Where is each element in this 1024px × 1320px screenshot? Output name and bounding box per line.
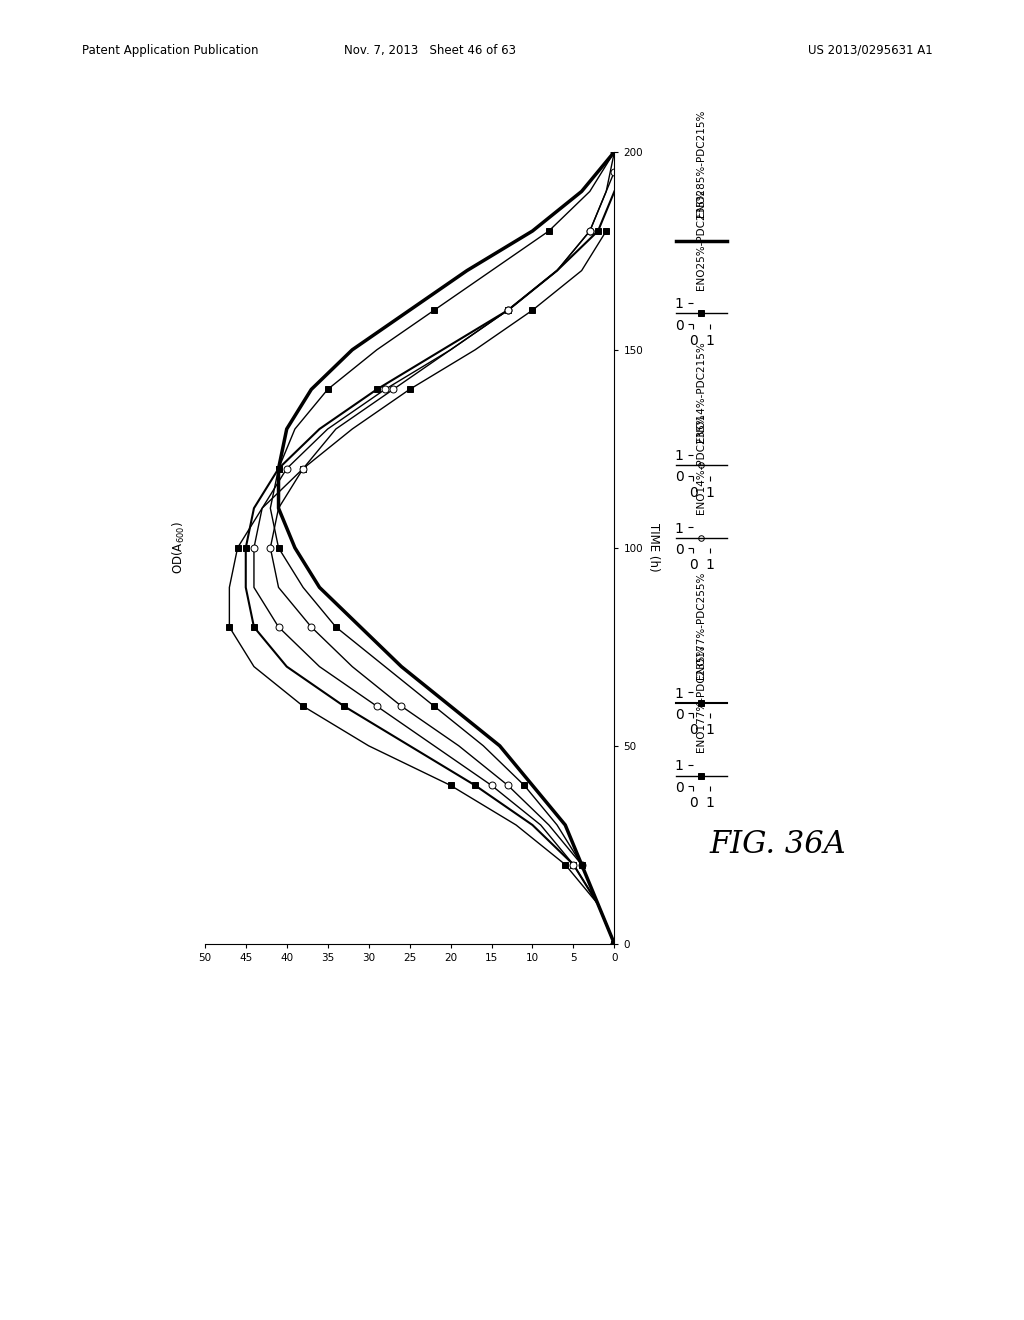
- Text: OD(A$_{600}$): OD(A$_{600}$): [171, 521, 187, 574]
- Text: US 2013/0295631 A1: US 2013/0295631 A1: [808, 44, 933, 57]
- Text: ENO14%-PDC235%: ENO14%-PDC235%: [696, 413, 707, 513]
- Text: ENO285%-PDC215%: ENO285%-PDC215%: [696, 110, 707, 216]
- Text: ENO14%-PDC215%: ENO14%-PDC215%: [696, 341, 707, 441]
- Text: ENO177%-PDC235%: ENO177%-PDC235%: [696, 644, 707, 752]
- Text: Nov. 7, 2013   Sheet 46 of 63: Nov. 7, 2013 Sheet 46 of 63: [344, 44, 516, 57]
- Text: FIG. 36A: FIG. 36A: [710, 829, 847, 861]
- Text: Patent Application Publication: Patent Application Publication: [82, 44, 258, 57]
- Text: ENO177%-PDC255%: ENO177%-PDC255%: [696, 572, 707, 678]
- Y-axis label: TIME (h): TIME (h): [647, 524, 659, 572]
- Text: ENO25%-PDC235%: ENO25%-PDC235%: [696, 189, 707, 289]
